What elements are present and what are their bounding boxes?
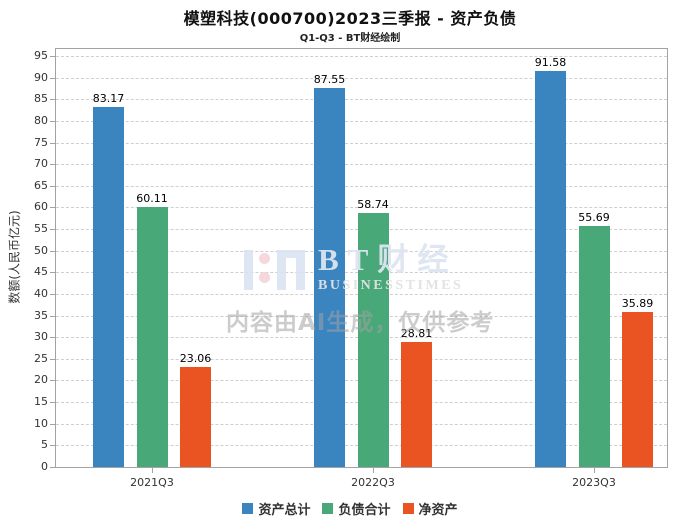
y-tick-mark-55 [50, 229, 56, 231]
bar-净资产-2022Q3 [401, 342, 432, 467]
y-tick-mark-95 [50, 56, 56, 57]
bar-资产总计-2022Q3 [314, 88, 345, 467]
y-tick-label-0: 0 [41, 460, 48, 473]
y-tick-mark-30 [50, 337, 56, 339]
bar-资产总计-2021Q3 [93, 107, 124, 467]
bar-value-负债合计-2023Q3: 55.69 [578, 211, 610, 225]
legend-item-净资产: 净资产 [402, 499, 458, 518]
y-tick-mark-40 [50, 293, 56, 295]
y-tick-mark-65 [50, 185, 56, 187]
bar-value-资产总计-2021Q3: 83.17 [92, 92, 125, 106]
gridline-65 [56, 185, 667, 187]
legend-label: 负债合计 [338, 503, 391, 518]
gridline-85 [56, 99, 667, 101]
y-tick-mark-70 [50, 164, 56, 166]
x-tick-mark-2022Q3 [373, 468, 374, 473]
x-tick-mark-2023Q3 [594, 468, 595, 473]
y-tick-label-30: 30 [34, 330, 48, 344]
legend-swatch-icon [322, 503, 334, 514]
x-tick-label-2021Q3: 2021Q3 [130, 476, 174, 489]
x-tick-label-2023Q3: 2023Q3 [572, 476, 616, 489]
bar-资产总计-2023Q3 [535, 70, 566, 467]
chart-title: 模塑科技(000700)2023三季报 - 资产负债 [183, 9, 517, 28]
y-tick-label-80: 80 [34, 113, 48, 127]
y-tick-label-10: 10 [34, 416, 48, 430]
y-tick-mark-80 [50, 120, 56, 122]
plot-area: BT财经 BUSINESSTIMES 内容由AI生成，仅供参考 0 5 10 15 20… [34, 48, 668, 489]
legend-item-资产总计: 资产总计 [242, 499, 310, 518]
brand-watermark: BT财经 BUSINESSTIMES [244, 244, 463, 296]
bar-负债合计-2022Q3 [357, 212, 389, 467]
y-tick-mark-45 [50, 272, 56, 274]
y-tick-mark-50 [50, 250, 56, 252]
y-tick-label-55: 55 [34, 222, 48, 236]
bar-负债合计-2023Q3 [578, 226, 610, 467]
bar-value-负债合计-2021Q3: 60.11 [136, 191, 168, 205]
legend: 资产总计 负债合计 净资产 [0, 499, 700, 518]
gridline-90 [56, 77, 667, 79]
bar-value-资产总计-2023Q3: 91.58 [534, 55, 567, 69]
y-tick-label-75: 75 [34, 135, 48, 149]
y-tick-label-60: 60 [34, 200, 48, 214]
gridline-95 [56, 56, 667, 57]
gridline-75 [56, 142, 667, 144]
y-tick-mark-35 [50, 315, 56, 317]
bar-value-净资产-2023Q3: 35.89 [621, 296, 654, 310]
bar-负债合计-2021Q3 [136, 206, 168, 467]
bar-value-负债合计-2022Q3: 58.74 [357, 197, 389, 211]
legend-swatch-icon [242, 503, 254, 514]
bar-value-净资产-2022Q3: 28.81 [400, 327, 433, 341]
gridline-70 [56, 164, 667, 166]
y-tick-mark-85 [50, 99, 56, 101]
gridline-60 [56, 207, 667, 209]
y-tick-label-90: 90 [34, 70, 48, 84]
legend-label: 净资产 [418, 503, 458, 518]
y-tick-label-95: 95 [34, 49, 48, 62]
y-tick-label-50: 50 [34, 243, 48, 257]
y-tick-label-20: 20 [34, 373, 48, 387]
y-tick-label-85: 85 [34, 92, 48, 106]
x-tick-mark-2021Q3 [152, 468, 153, 473]
bar-value-资产总计-2022Q3: 87.55 [313, 73, 346, 87]
bar-value-净资产-2021Q3: 23.06 [179, 352, 212, 366]
y-tick-mark-10 [50, 423, 56, 425]
y-tick-mark-0 [50, 467, 56, 468]
y-tick-label-45: 45 [34, 265, 48, 279]
y-tick-mark-90 [50, 77, 56, 79]
y-tick-mark-25 [50, 358, 56, 360]
y-tick-label-25: 25 [34, 351, 48, 365]
x-tick-label-2022Q3: 2022Q3 [351, 476, 395, 489]
legend-item-负债合计: 负债合计 [322, 499, 391, 518]
gridline-80 [56, 120, 667, 122]
y-tick-label-65: 65 [34, 178, 48, 192]
legend-swatch-icon [402, 503, 414, 514]
chart-subtitle: Q1-Q3 - BT财经绘制 [299, 33, 401, 44]
y-tick-mark-15 [50, 402, 56, 404]
legend-label: 资产总计 [258, 503, 311, 518]
y-tick-mark-20 [50, 380, 56, 382]
y-tick-label-70: 70 [34, 157, 48, 171]
y-tick-label-5: 5 [41, 438, 48, 452]
y-tick-mark-60 [50, 207, 56, 209]
y-tick-label-15: 15 [34, 395, 48, 409]
y-tick-mark-75 [50, 142, 56, 144]
bar-净资产-2023Q3 [622, 311, 653, 467]
y-tick-label-40: 40 [34, 286, 48, 300]
bar-净资产-2021Q3 [180, 367, 211, 467]
y-tick-label-35: 35 [34, 308, 48, 322]
y-tick-mark-5 [50, 445, 56, 447]
